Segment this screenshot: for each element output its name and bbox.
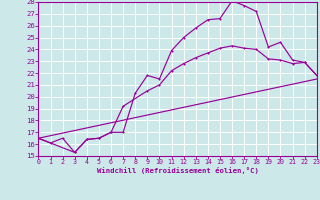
X-axis label: Windchill (Refroidissement éolien,°C): Windchill (Refroidissement éolien,°C)	[97, 167, 259, 174]
